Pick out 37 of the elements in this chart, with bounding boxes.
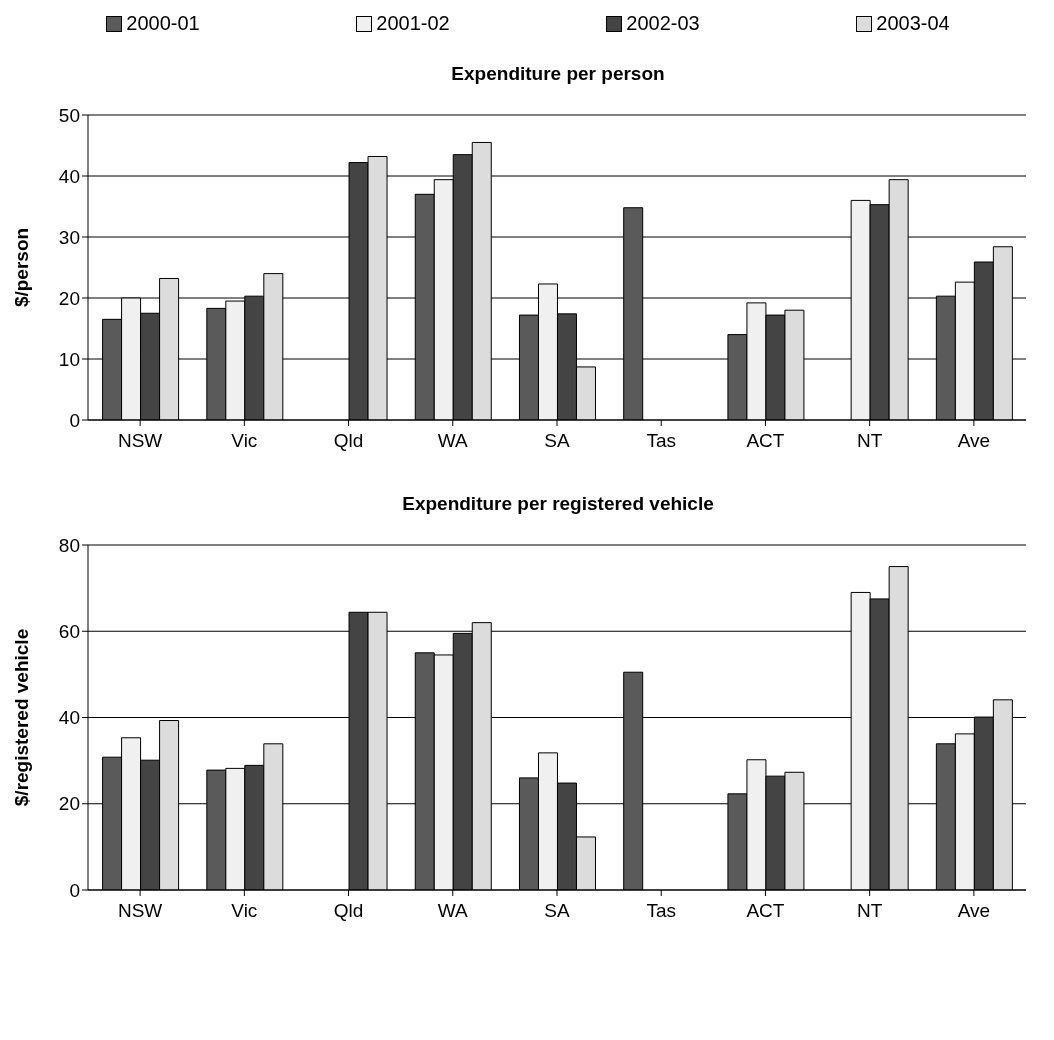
- y-tick-label: 20: [58, 287, 80, 309]
- x-tick-label: SA: [544, 900, 570, 922]
- x-tick-label: NSW: [117, 900, 163, 922]
- y-axis-title: $/person: [10, 227, 32, 308]
- y-tick-label: 40: [58, 707, 80, 729]
- x-tick-label: ACT: [746, 430, 785, 452]
- y-tick-label: 50: [58, 104, 80, 126]
- y-tick-label: 40: [58, 165, 80, 187]
- x-tick-label: Qld: [333, 900, 364, 922]
- x-tick-label: Ave: [957, 430, 991, 452]
- x-tick-label: Qld: [333, 430, 364, 452]
- x-tick-label: Tas: [646, 900, 677, 922]
- x-tick-label: NSW: [117, 430, 163, 452]
- y-tick-label: 60: [58, 620, 80, 642]
- y-tick-label: 0: [69, 409, 80, 431]
- legend-label: 2002-03: [626, 12, 700, 35]
- y-tick-label: 10: [58, 348, 80, 370]
- chart-title: Expenditure per person: [450, 63, 666, 85]
- x-tick-label: NT: [857, 900, 883, 922]
- y-axis-title: $/registered vehicle: [10, 628, 32, 807]
- x-tick-label: Ave: [957, 900, 991, 922]
- x-tick-label: Vic: [231, 430, 258, 452]
- y-tick-label: 0: [69, 879, 80, 901]
- legend-label: 2003-04: [876, 12, 950, 35]
- x-tick-label: Vic: [231, 900, 258, 922]
- x-tick-label: NT: [857, 430, 883, 452]
- x-tick-label: SA: [544, 430, 570, 452]
- y-tick-label: 80: [58, 534, 80, 556]
- chart-title: Expenditure per registered vehicle: [401, 493, 715, 515]
- x-tick-label: Tas: [646, 430, 677, 452]
- x-tick-label: WA: [437, 900, 469, 922]
- legend-label: 2001-02: [376, 12, 450, 35]
- y-tick-label: 30: [58, 226, 80, 248]
- y-tick-label: 20: [58, 793, 80, 815]
- x-tick-label: ACT: [746, 900, 785, 922]
- x-tick-label: WA: [437, 430, 469, 452]
- legend-label: 2000-01: [126, 12, 200, 35]
